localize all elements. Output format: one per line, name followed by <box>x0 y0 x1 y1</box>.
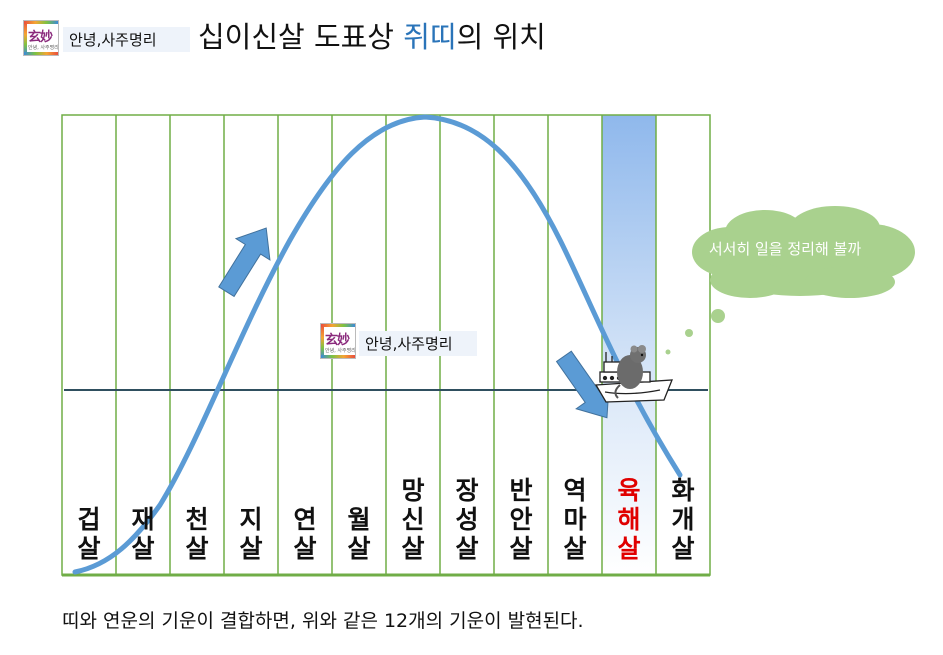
fortune-curve <box>72 114 683 575</box>
thought-cloud <box>665 206 915 355</box>
watermark-logo-hanja: 玄妙 <box>325 333 350 348</box>
page-title: 십이신살 도표상 쥐띠의 위치 <box>198 14 546 56</box>
title-highlight: 쥐띠 <box>403 20 457 54</box>
rat-icon <box>614 345 646 399</box>
brand-logo: 玄妙 안녕, 사주명리 <box>23 20 59 56</box>
watermark-label: 안녕,사주명리 <box>359 331 477 356</box>
brand-logo-hanja: 玄妙 <box>28 30 53 45</box>
brand-logo-subtext: 안녕, 사주명리 <box>28 45 59 51</box>
caption-text: 띠와 연운의 기운이 결합하면, 위와 같은 12개의 기운이 발현된다. <box>62 610 584 632</box>
column-grid <box>61 114 711 576</box>
brand-label: 안녕,사주명리 <box>63 27 190 52</box>
title-suffix: 의 위치 <box>456 20 546 54</box>
rising-arrow <box>218 227 271 298</box>
watermark-logo-subtext: 안녕, 사주명리 <box>325 348 356 354</box>
thought-text: 서서히 일을 정리해 볼까 <box>708 240 862 258</box>
title-prefix: 십이신살 도표상 <box>198 20 404 54</box>
watermark-logo: 玄妙 안녕, 사주명리 <box>320 323 356 359</box>
